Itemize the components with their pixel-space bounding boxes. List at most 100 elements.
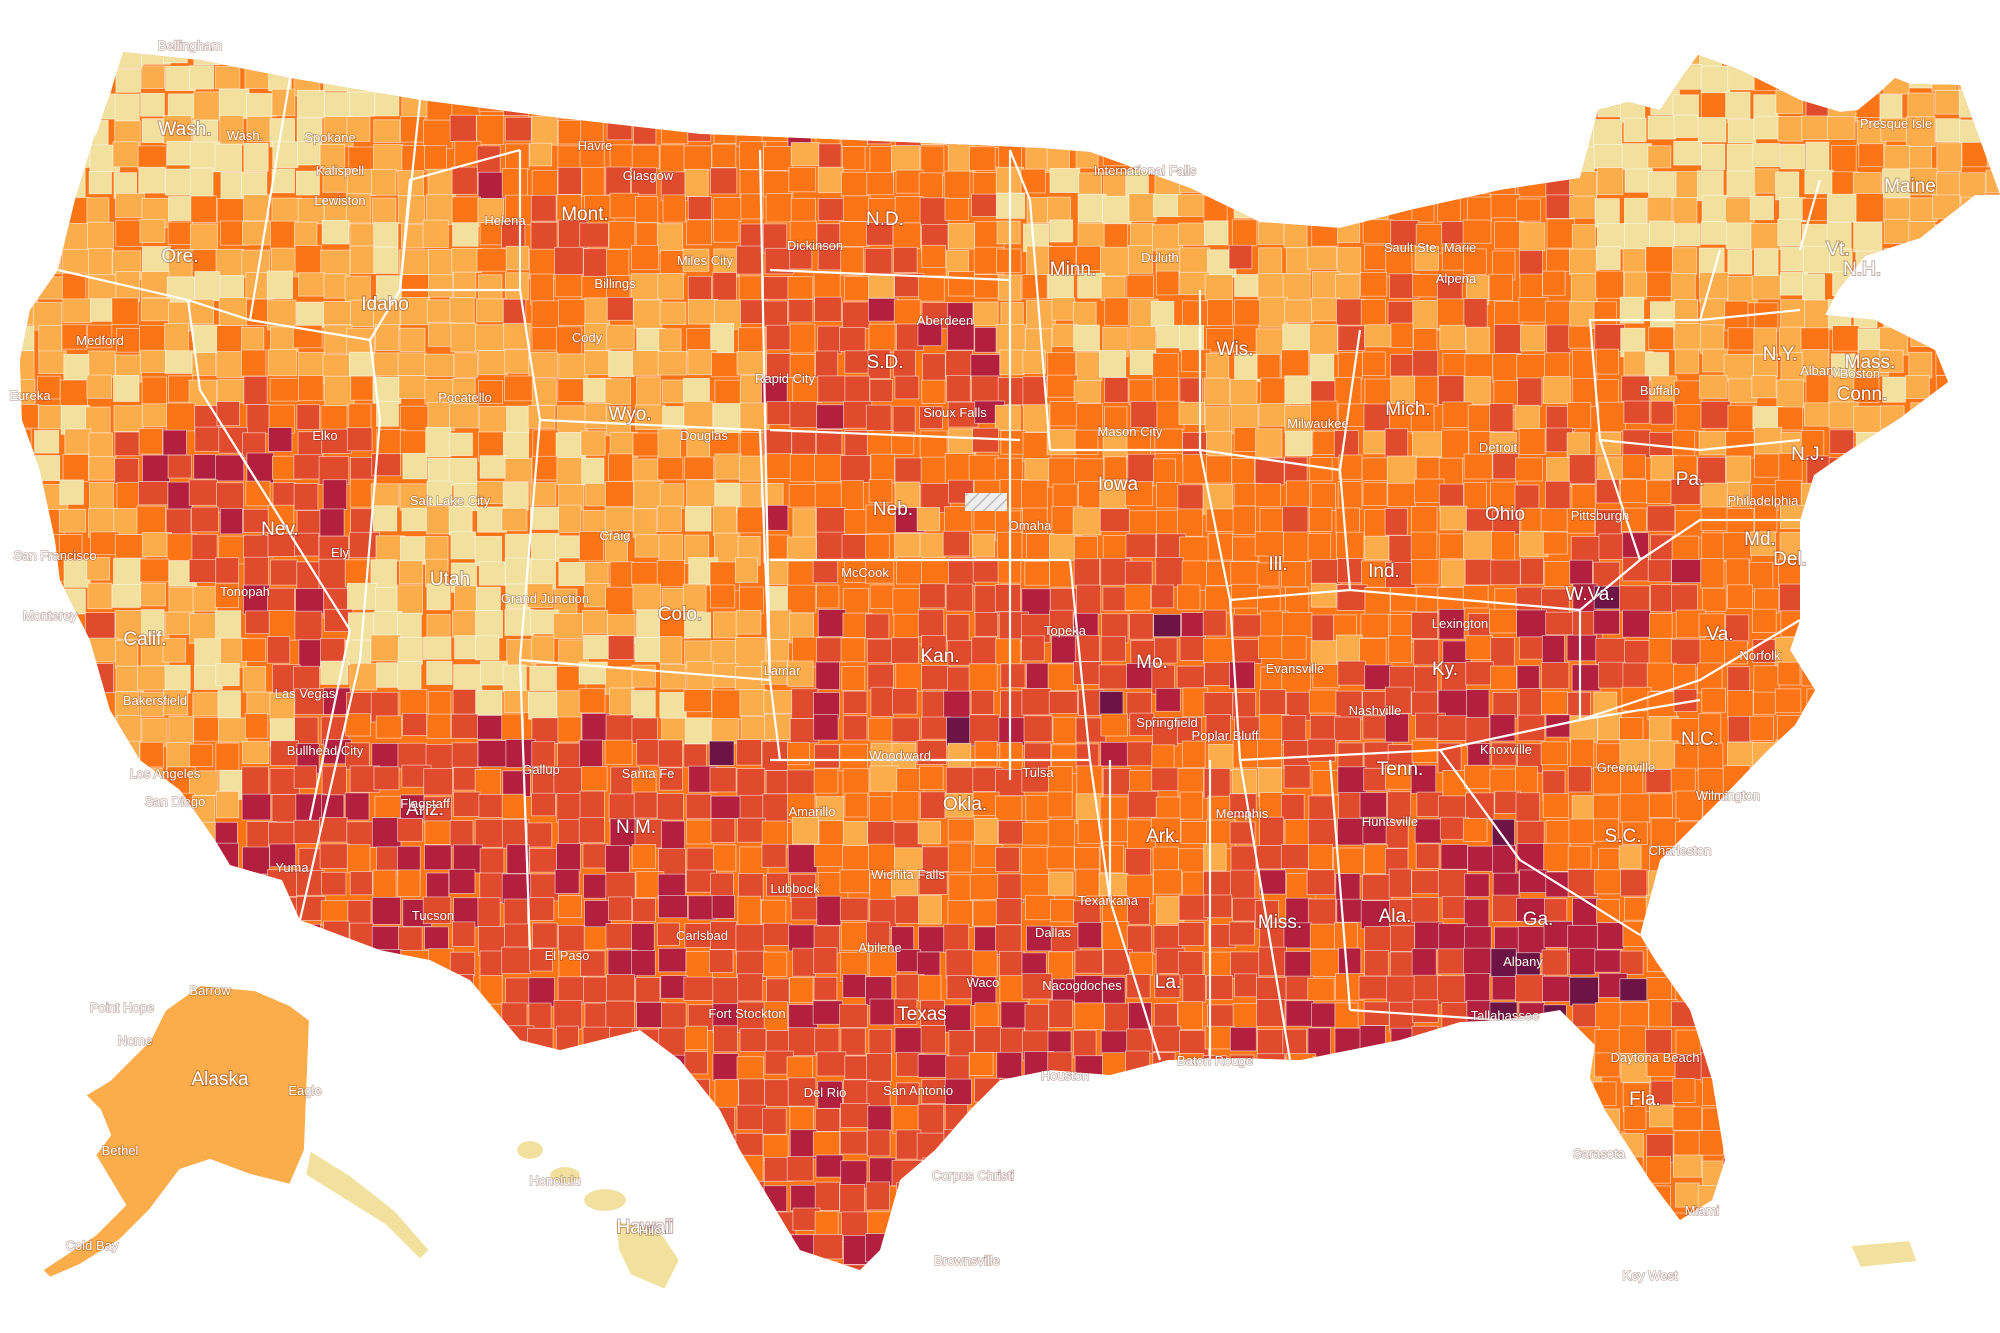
county-cell xyxy=(1494,300,1524,327)
county-cell xyxy=(113,374,140,402)
county-cell xyxy=(840,1103,870,1128)
county-cell xyxy=(89,1026,116,1056)
state-label-del: Del. xyxy=(1773,549,1807,570)
county-cell xyxy=(868,479,893,504)
county-cell xyxy=(1780,951,1805,978)
county-cell xyxy=(1000,430,1027,455)
county-cell xyxy=(1672,1078,1696,1103)
county-cell xyxy=(267,1210,291,1234)
county-cell xyxy=(631,844,657,870)
city-label: Amarillo xyxy=(789,804,836,819)
county-cell xyxy=(1983,509,2000,533)
county-cell xyxy=(1438,923,1468,952)
county-cell xyxy=(1540,741,1568,766)
county-cell xyxy=(531,115,558,146)
state-label-ky: Ky. xyxy=(1432,659,1458,680)
county-cell xyxy=(1854,896,1885,926)
county-cell xyxy=(1880,1027,1909,1052)
county-cell xyxy=(1699,271,1729,303)
county-cell xyxy=(789,245,813,270)
county-cell xyxy=(1515,792,1541,822)
county-cell xyxy=(1282,146,1308,173)
county-cell xyxy=(1465,169,1497,195)
county-cell xyxy=(1232,119,1258,146)
county-cell xyxy=(1827,872,1854,898)
county-cell xyxy=(1311,1002,1337,1028)
county-cell xyxy=(558,562,587,587)
county-cell xyxy=(322,479,348,511)
county-cell xyxy=(1517,1234,1542,1260)
county-cell xyxy=(1726,481,1750,507)
county-cell xyxy=(215,742,240,772)
county-cell xyxy=(1203,871,1233,898)
county-cell xyxy=(1127,453,1156,484)
county-cell xyxy=(397,742,427,770)
county-cell xyxy=(1360,1105,1388,1131)
county-cell xyxy=(1283,922,1313,949)
county-cell xyxy=(946,118,977,146)
county-cell xyxy=(1883,145,1911,173)
county-cell xyxy=(1052,483,1078,511)
county-cell xyxy=(1385,116,1412,143)
county-cell xyxy=(865,404,892,436)
county-cell xyxy=(448,457,478,486)
county-cell xyxy=(891,1159,923,1187)
county-cell xyxy=(1933,1233,1964,1264)
county-cell xyxy=(479,975,503,1006)
county-cell xyxy=(1881,742,1910,772)
county-cell xyxy=(817,609,847,638)
county-cell xyxy=(1777,218,1802,247)
county-cell xyxy=(1962,507,1993,538)
county-cell xyxy=(1774,688,1802,714)
county-cell xyxy=(789,220,818,249)
county-cell xyxy=(555,1131,583,1160)
county-cell xyxy=(1000,1027,1025,1057)
county-cell xyxy=(1935,976,1965,1005)
county-cell xyxy=(1620,1236,1651,1266)
county-cell xyxy=(346,1027,372,1058)
state-region-alaska xyxy=(40,983,312,1280)
city-label: Eureka xyxy=(9,388,51,403)
county-cell xyxy=(921,635,947,662)
county-cell xyxy=(1463,481,1487,510)
state-label-idaho: Idaho xyxy=(361,294,409,315)
county-cell xyxy=(217,379,247,404)
county-cell xyxy=(1907,1211,1931,1240)
county-cell xyxy=(1597,1288,1624,1316)
county-cell xyxy=(322,1210,349,1236)
county-cell xyxy=(422,896,452,925)
county-cell xyxy=(1853,1055,1883,1087)
county-cell xyxy=(1230,561,1261,586)
county-cell xyxy=(659,52,690,71)
county-cell xyxy=(59,197,90,225)
county-cell xyxy=(1049,533,1077,563)
county-cell xyxy=(812,560,839,584)
county-cell xyxy=(738,873,764,901)
county-cell xyxy=(1882,1107,1909,1132)
county-cell xyxy=(1100,276,1126,301)
county-cell xyxy=(34,1186,58,1213)
county-cell xyxy=(505,739,536,769)
county-cell xyxy=(609,687,635,718)
county-cell xyxy=(1178,922,1205,947)
county-cell xyxy=(582,1209,609,1236)
county-cell xyxy=(710,584,736,609)
county-cell xyxy=(660,664,686,690)
county-cell xyxy=(1362,715,1387,740)
county-cell xyxy=(659,636,683,665)
county-cell xyxy=(1438,1131,1467,1159)
county-cell xyxy=(919,66,947,90)
county-cell xyxy=(1804,742,1829,767)
county-cell xyxy=(1880,872,1904,901)
county-cell xyxy=(167,481,193,510)
county-cell xyxy=(1020,91,1044,119)
county-cell xyxy=(89,482,114,512)
county-cell xyxy=(112,740,140,769)
county-cell xyxy=(478,350,508,376)
city-label: Ely xyxy=(331,545,350,560)
county-cell xyxy=(1905,375,1930,399)
city-label: Poplar Bluff xyxy=(1192,728,1259,743)
county-cell xyxy=(219,508,244,535)
county-cell xyxy=(1361,117,1385,141)
county-cell xyxy=(1337,140,1362,167)
